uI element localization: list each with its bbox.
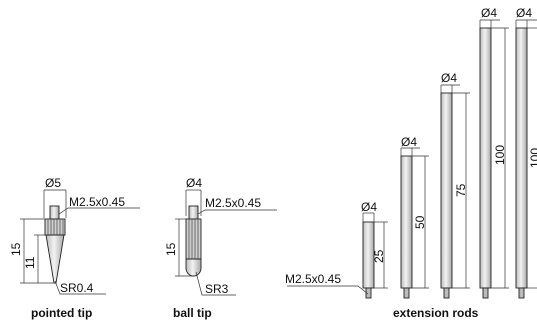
rods-thread-leader [287, 285, 369, 295]
ball-tip-diameter: Ø4 [186, 176, 202, 190]
ball-tip-drawing: Ø4 M2.5x0.45 15 SR3 ball tip [164, 176, 277, 320]
rod-5-diameter: Ø4 [516, 6, 532, 20]
ball-tip-knurl [188, 219, 199, 259]
rod-3-diameter: Ø4 [441, 71, 457, 85]
rod-2-body [400, 155, 413, 289]
pointed-tip-thread-stub [49, 205, 60, 220]
ball-tip-knurled-body [185, 218, 202, 260]
rod-4-diameter: Ø4 [481, 6, 497, 20]
pointed-tip-diameter: Ø5 [45, 176, 61, 190]
pointed-tip-length-tip: 11 [23, 256, 37, 269]
rod-3-thread [443, 287, 450, 299]
extension-rod-75: Ø4 75 [440, 71, 470, 299]
pointed-tip-knurl [47, 219, 64, 235]
rod-5-length: 100 [528, 148, 537, 168]
rod-5-thread [518, 287, 525, 299]
extension-rod-50: Ø4 50 [400, 135, 429, 299]
rod-2-thread [403, 287, 410, 299]
rod-2-diameter: Ø4 [401, 135, 417, 149]
pointed-tip-length-total: 15 [9, 242, 23, 256]
rods-thread-label: M2.5x0.45 [285, 272, 341, 286]
extension-rod-100-b: Ø4 100 [515, 6, 537, 299]
ball-tip-caption: ball tip [173, 306, 212, 320]
extension-rods-caption: extension rods [393, 306, 479, 320]
pointed-tip-caption: pointed tip [31, 306, 92, 320]
pointed-tip-cone [45, 234, 65, 284]
rod-2-length: 50 [413, 215, 427, 229]
rod-1-thread [365, 287, 372, 299]
pointed-tip-drawing: Ø5 M2.5x0.45 15 11 SR0.4 pointed tip [9, 176, 140, 320]
rod-3-body [440, 92, 453, 289]
extension-rods-drawing: Ø4 25 M2.5x0.45 Ø4 50 [285, 6, 537, 320]
ball-tip-radius: SR3 [205, 282, 229, 296]
rod-3-length: 75 [454, 183, 468, 197]
pointed-tip-thread-label: M2.5x0.45 [69, 195, 125, 209]
pointed-tip-radius-leader [54, 280, 106, 295]
rod-1-diameter: Ø4 [361, 200, 377, 214]
rod-5-body [515, 27, 528, 289]
extension-rod-100-a: Ø4 100 [479, 6, 509, 299]
rod-1-length: 25 [372, 249, 386, 263]
rod-4-length: 100 [493, 145, 507, 165]
ball-tip-thread-stub [188, 205, 199, 220]
rod-4-thread [482, 287, 489, 299]
ball-tip-radius-leader [195, 271, 236, 296]
ball-tip-thread-label: M2.5x0.45 [205, 196, 261, 210]
pointed-tip-radius: SR0.4 [60, 281, 94, 295]
ball-tip-ball [185, 258, 202, 277]
ball-tip-length-total: 15 [164, 242, 178, 256]
ball-tip-thread-leader [197, 209, 277, 215]
extension-rod-25: Ø4 25 [361, 200, 388, 299]
pointed-tip-thread-leader [58, 207, 140, 215]
rod-4-body [479, 27, 492, 289]
